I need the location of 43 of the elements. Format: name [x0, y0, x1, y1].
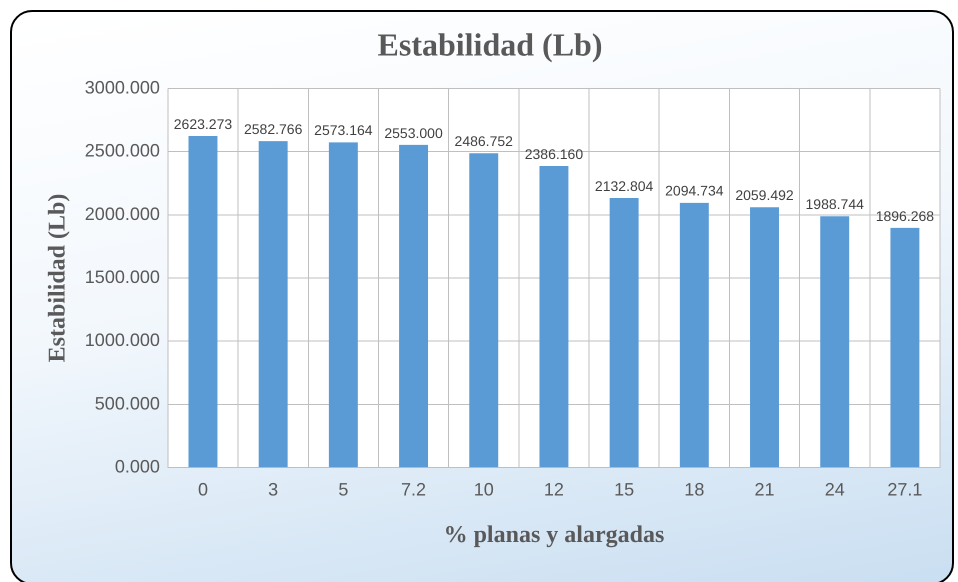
bar: [820, 216, 850, 468]
bar: [680, 202, 709, 468]
data-label: 2486.752: [454, 133, 514, 150]
data-label: 2059.492: [735, 187, 794, 204]
y-tick-label: 500.000: [94, 393, 160, 414]
data-label: 2094.734: [665, 182, 724, 199]
x-tick-label: 7.2: [401, 479, 426, 500]
data-label: 1896.268: [876, 208, 934, 224]
y-tick-label: 0.000: [114, 456, 160, 477]
y-tick-label: 2500.000: [84, 140, 160, 161]
bar: [610, 198, 639, 468]
bar: [188, 136, 218, 468]
y-tick-label: 1000.000: [84, 330, 160, 350]
data-label: 2132.804: [594, 178, 654, 194]
x-tick-label: 21: [754, 479, 775, 500]
data-label: 2386.160: [524, 146, 584, 162]
y-tick-label: 2000.000: [84, 204, 160, 224]
data-label: 2623.273: [174, 116, 232, 132]
x-tick-label: 24: [824, 479, 845, 500]
chart-title: Estabilidad (Lb): [378, 26, 602, 62]
x-tick-label: 18: [684, 479, 704, 500]
x-tick-label: 0: [198, 479, 208, 500]
x-tick-label: 12: [544, 479, 564, 500]
bar: [890, 228, 920, 468]
x-tick-label: 10: [474, 479, 494, 500]
x-tick-label: 5: [338, 479, 348, 500]
x-tick-label: 27.1: [887, 479, 922, 500]
data-label: 2553.000: [384, 124, 443, 141]
x-tick-label: 3: [268, 479, 278, 500]
y-tick-label: 1500.000: [84, 266, 160, 287]
data-label: 2582.766: [244, 121, 303, 137]
y-tick-label: 3000.000: [84, 77, 160, 98]
bar: [328, 142, 358, 468]
x-axis-title: % planas y alargadas: [444, 522, 664, 548]
data-label: 1988.744: [806, 196, 864, 212]
bar: [469, 153, 498, 468]
x-tick-label: 15: [614, 479, 634, 500]
bar: [258, 141, 288, 468]
bar: [539, 166, 568, 468]
data-label: 2573.164: [314, 122, 373, 138]
y-axis-title: Estabilidad (Lb): [44, 194, 71, 362]
bar: [750, 207, 779, 468]
bar: [399, 144, 428, 468]
